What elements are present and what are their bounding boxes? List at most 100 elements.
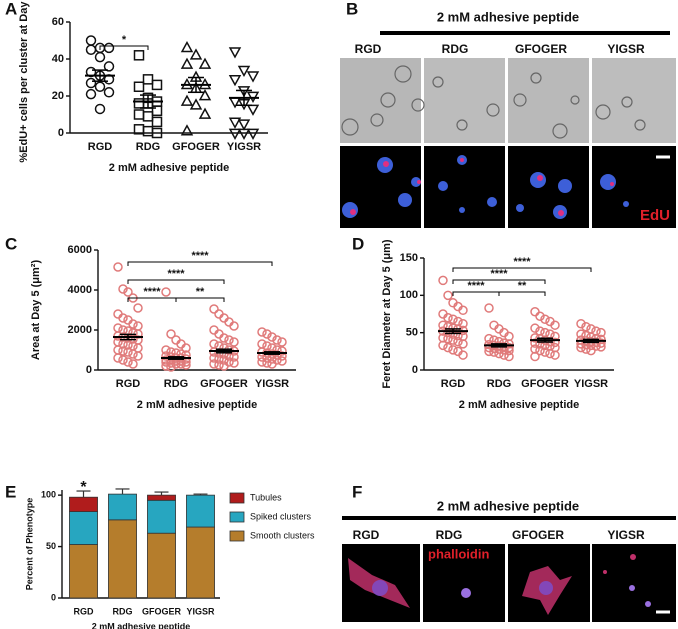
data-point bbox=[85, 88, 97, 100]
data-point bbox=[484, 333, 494, 344]
data-point bbox=[209, 359, 219, 369]
x-tick-label: YIGSR bbox=[227, 141, 261, 153]
data-point bbox=[267, 332, 277, 342]
data-point bbox=[438, 320, 448, 330]
column-label: RDG bbox=[442, 42, 469, 56]
data-point bbox=[257, 357, 267, 367]
data-point bbox=[229, 352, 239, 362]
x-tick-label: GFOGER bbox=[142, 606, 182, 616]
y-tick-label: 150 bbox=[400, 252, 418, 264]
data-point bbox=[180, 94, 194, 106]
data-point bbox=[550, 320, 560, 330]
legend-label: Smooth clusters bbox=[250, 530, 315, 540]
data-point bbox=[219, 333, 229, 343]
data-point bbox=[545, 348, 555, 359]
data-point bbox=[113, 323, 123, 333]
data-point bbox=[237, 128, 251, 140]
y-tick-label: 4000 bbox=[68, 284, 92, 296]
column-label: RGD bbox=[353, 528, 380, 542]
data-point bbox=[166, 362, 176, 372]
panel-title: 2 mM adhesive peptide bbox=[437, 498, 579, 513]
y-tick-label: 100 bbox=[41, 490, 56, 500]
significance-label: **** bbox=[490, 268, 508, 280]
legend-label: Tubules bbox=[250, 492, 282, 502]
data-point bbox=[142, 74, 154, 85]
data-point bbox=[540, 314, 550, 324]
y-axis-title: %EdU+ cells per cluster at Day 5 bbox=[18, 0, 30, 163]
bar-segment bbox=[69, 544, 98, 599]
data-point bbox=[176, 359, 186, 369]
data-point bbox=[581, 321, 591, 332]
column-label: YIGSR bbox=[607, 528, 645, 542]
data-point bbox=[448, 314, 458, 324]
annotation: * bbox=[80, 479, 87, 496]
data-point bbox=[219, 355, 229, 365]
data-point bbox=[504, 351, 514, 362]
legend-label: Spiked clusters bbox=[250, 511, 312, 521]
data-point bbox=[530, 338, 540, 348]
data-point bbox=[277, 337, 287, 347]
data-point bbox=[128, 359, 138, 369]
data-point bbox=[151, 127, 163, 139]
data-point bbox=[103, 61, 115, 72]
data-point bbox=[214, 360, 224, 370]
data-point bbox=[484, 346, 494, 357]
data-point bbox=[219, 361, 229, 371]
data-point bbox=[540, 347, 550, 357]
bar-segment bbox=[147, 499, 176, 534]
y-tick-label: 6000 bbox=[68, 244, 92, 256]
data-point bbox=[550, 350, 560, 360]
significance-label: * bbox=[122, 34, 127, 46]
data-point bbox=[198, 57, 212, 69]
data-point bbox=[118, 355, 128, 365]
significance-bracket bbox=[452, 291, 500, 296]
x-tick-label: YIGSR bbox=[186, 606, 215, 616]
data-point bbox=[142, 125, 154, 137]
data-point bbox=[113, 262, 123, 272]
data-point bbox=[246, 104, 260, 116]
data-point bbox=[209, 339, 219, 349]
data-point bbox=[94, 51, 106, 63]
data-point bbox=[198, 107, 212, 119]
data-point bbox=[128, 319, 138, 329]
data-point bbox=[85, 44, 97, 55]
data-point bbox=[209, 353, 219, 363]
significance-label: **** bbox=[513, 256, 531, 268]
data-point bbox=[453, 336, 463, 347]
x-tick-label: YIGSR bbox=[255, 378, 289, 390]
image-panel-f: F 2 mM adhesive peptide RGD RDG GFOGER Y… bbox=[342, 482, 676, 622]
data-point bbox=[576, 318, 586, 329]
data-point bbox=[189, 48, 203, 60]
x-tick-label: RGD bbox=[441, 378, 466, 390]
significance-bracket bbox=[127, 261, 273, 266]
y-tick-label: 100 bbox=[400, 289, 418, 301]
y-axis-title: Feret Diameter at Day 5 (μm) bbox=[381, 239, 393, 389]
column-label: GFOGER bbox=[515, 42, 567, 56]
data-point bbox=[438, 275, 448, 286]
bar-segment bbox=[108, 493, 137, 521]
data-point bbox=[484, 303, 494, 313]
data-point bbox=[85, 35, 97, 46]
bar-segment bbox=[108, 519, 137, 599]
x-tick-label: RDG bbox=[487, 378, 511, 390]
significance-label: **** bbox=[143, 286, 161, 298]
x-axis-title: 2 mM adhesive peptide bbox=[109, 162, 229, 174]
data-point bbox=[142, 111, 154, 122]
data-point bbox=[438, 340, 448, 351]
data-point bbox=[123, 357, 133, 367]
bar-segment bbox=[186, 526, 215, 599]
data-point bbox=[133, 81, 145, 92]
data-point bbox=[237, 65, 251, 78]
legend-swatch bbox=[229, 530, 245, 542]
data-point bbox=[576, 342, 586, 353]
data-point bbox=[237, 119, 251, 131]
significance-bracket bbox=[99, 45, 149, 50]
significance-bracket bbox=[452, 267, 592, 272]
panel-label: C bbox=[5, 234, 17, 253]
significance-bracket bbox=[175, 297, 225, 302]
column-label: YIGSR bbox=[607, 42, 645, 56]
x-tick-label: RGD bbox=[116, 378, 141, 390]
panel-title: 2 mM adhesive peptide bbox=[437, 9, 579, 24]
data-point bbox=[161, 287, 171, 297]
